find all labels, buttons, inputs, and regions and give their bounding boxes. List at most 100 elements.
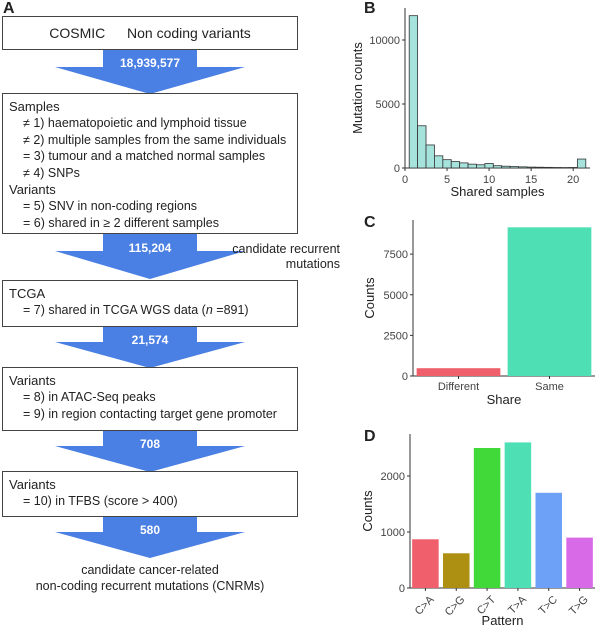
tcga-heading: TCGA	[9, 286, 46, 301]
filter-line-7-n: n	[205, 303, 213, 317]
chart-b-bin	[425, 144, 435, 169]
chart-b-bin	[492, 165, 503, 169]
flow-arrow-2-count: 115,204	[128, 241, 172, 255]
chart-d-bar	[566, 537, 593, 588]
filter-box-atac: Variants = 8) in ATAC-Seq peaks = 9) in …	[2, 367, 298, 431]
chart-d-bar	[535, 492, 563, 588]
cosmic-title: COSMIC	[49, 25, 106, 41]
cosmic-box-text: COSMIC Non coding variants	[3, 25, 297, 41]
candidate-recurrent-label: candidate recurrent mutations	[200, 242, 340, 272]
chart-b-bin	[408, 15, 419, 169]
chart-b-axes: 0 5000 10000 0 5 10 15 20	[369, 8, 590, 186]
panel-label-a: A	[3, 0, 15, 17]
cosmic-subtitle: Non coding variants	[127, 25, 251, 41]
chart-b-bin	[543, 166, 553, 169]
chart-b-bin	[526, 166, 536, 169]
chart-d-xtick-label: C>A	[413, 593, 437, 617]
chart-d-xtick-label: C>G	[443, 594, 468, 619]
chart-b-bin	[509, 166, 519, 169]
variants-heading-3: Variants	[9, 477, 56, 492]
chart-c: 0 2500 5000 7500 Different Same Share Counts	[362, 220, 595, 407]
final-result-label: candidate cancer-related non-coding recu…	[2, 562, 298, 594]
chart-b-bin	[518, 166, 528, 169]
chart-d-bar	[504, 442, 532, 588]
chart-c-ytick-label: 2500	[384, 330, 408, 342]
filter-line-3: = 3) tumour and a matched normal samples	[23, 149, 266, 163]
filter-box-samples-variants: Samples ≠ 1) haematopoietic and lymphoid…	[2, 93, 298, 234]
chart-b-bin	[551, 167, 561, 169]
chart-c-axes: 0 2500 5000 7500 Different Same	[384, 220, 595, 393]
chart-d-xtick-label: T>C	[537, 594, 560, 617]
final-result-line-1: candidate cancer-related	[81, 563, 219, 577]
chart-b-bin	[484, 163, 494, 169]
chart-b-bin	[568, 167, 578, 169]
chart-b-xtick-label: 5	[444, 174, 450, 186]
chart-c-bar-different	[416, 368, 501, 376]
chart-b-xtick-label: 0	[402, 174, 408, 186]
chart-d-bar	[412, 539, 439, 588]
chart-c-ylabel: Counts	[362, 277, 377, 319]
flow-arrow-4	[55, 431, 245, 472]
filter-line-5: = 5) SNV in non-coding regions	[23, 199, 198, 213]
chart-b-bin	[576, 158, 587, 169]
flow-arrow-1-shape	[55, 50, 245, 94]
chart-b-bin	[501, 165, 511, 169]
chart-c-xtick-label: Different	[438, 381, 479, 393]
filter-line-7-suffix: =891)	[212, 303, 249, 317]
filter-box-tcga: TCGA = 7) shared in TCGA WGS data (n =89…	[2, 280, 298, 327]
chart-c-xtick-label: Same	[535, 381, 564, 393]
flow-arrow-1	[55, 50, 245, 94]
chart-d-ytick-label: 2000	[381, 471, 405, 483]
chart-b-xlabel: Shared samples	[451, 184, 545, 199]
flow-arrow-5	[55, 517, 245, 558]
chart-c-ytick-label: 0	[402, 371, 408, 383]
chart-d-ylabel: Counts	[360, 490, 375, 532]
chart-d-ytick-label: 0	[399, 583, 405, 595]
chart-b-bin	[417, 125, 427, 169]
filter-box-tfbs: Variants = 10) in TFBS (score > 400)	[2, 471, 298, 517]
filter-line-8: = 8) in ATAC-Seq peaks	[23, 390, 156, 404]
chart-c-bar-same	[507, 227, 592, 376]
filter-line-7: = 7) shared in TCGA WGS data (n =891)	[9, 302, 297, 319]
chart-d-bars	[412, 442, 593, 588]
flow-arrow-5-count: 580	[139, 523, 161, 537]
chart-b-bin	[459, 162, 469, 169]
chart-b-bin	[434, 155, 444, 169]
chart-b-ytick-label: 0	[394, 163, 400, 175]
final-result-line-2: non-coding recurrent mutations (CNRMs)	[35, 579, 265, 593]
flow-arrow-4-shape	[55, 431, 245, 472]
filter-line-1: ≠ 1) haematopoietic and lymphoid tissue	[23, 116, 247, 130]
chart-b-bin	[534, 166, 545, 169]
chart-b-ytick-label: 5000	[376, 99, 400, 111]
flow-arrow-2-shape	[55, 234, 245, 279]
variants-heading: Variants	[9, 182, 56, 197]
filter-line-9: = 9) in region contacting target gene pr…	[23, 406, 277, 421]
flow-arrow-1-count: 18,939,577	[119, 56, 181, 70]
filter-line-7-prefix: = 7) shared in TCGA WGS data (	[23, 303, 206, 317]
filter-line-10: = 10) in TFBS (score > 400)	[23, 494, 178, 508]
chart-b-bin	[467, 163, 477, 169]
candidate-recurrent-line-2: mutations	[285, 257, 340, 271]
candidate-recurrent-line-1: candidate recurrent	[232, 242, 340, 256]
chart-b-xtick-label: 10	[483, 174, 495, 186]
chart-b-bin	[476, 164, 486, 169]
samples-heading: Samples	[9, 99, 60, 114]
flow-arrow-2	[55, 234, 245, 279]
chart-b-bin	[442, 159, 452, 169]
panel-label-c: C	[364, 214, 376, 231]
panel-label-b: B	[364, 0, 376, 17]
chart-d-xtick-label: T>G	[567, 594, 591, 618]
chart-d-ytick-label: 1000	[381, 527, 405, 539]
panel-label-d: D	[364, 428, 376, 445]
chart-c-ytick-label: 5000	[384, 290, 408, 302]
flow-arrow-5-shape	[55, 517, 245, 558]
flow-arrow-4-count: 708	[139, 437, 161, 451]
chart-c-ytick-label: 7500	[384, 249, 408, 261]
cosmic-box: COSMIC Non coding variants	[2, 16, 298, 50]
chart-d-bar	[473, 448, 501, 588]
filter-line-2: ≠ 2) multiple samples from the same indi…	[23, 132, 287, 147]
chart-b-xtick-label: 15	[525, 174, 537, 186]
chart-b-bin	[450, 161, 461, 169]
flow-arrow-3	[55, 327, 245, 368]
